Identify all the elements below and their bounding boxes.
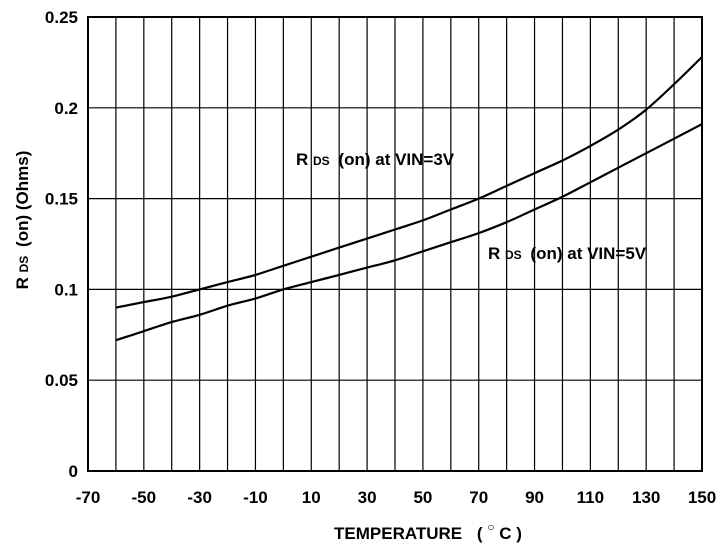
series-line-vin-3v (115, 56, 703, 309)
y-tick-labels: 0 0.05 0.1 0.15 0.2 0.25 (45, 8, 78, 481)
series-label-vin-5v-sub: DS (505, 248, 522, 262)
x-tick-label: 110 (577, 488, 604, 507)
y-tick-label: 0.2 (54, 99, 78, 118)
x-tick-label: 10 (302, 488, 321, 507)
series-label-vin-5v-rest: (on) at VIN=5V (530, 244, 646, 263)
x-tick-label: 70 (469, 488, 488, 507)
x-tick-label: 130 (632, 488, 660, 507)
y-axis-title-main: R (13, 277, 32, 289)
series-label-vin-5v-main: R (488, 244, 500, 263)
degree-symbol: ○ (487, 520, 494, 534)
y-axis-title: R DS (on) (Ohms) (13, 151, 32, 290)
series-line-vin-5v (115, 123, 703, 342)
x-tick-label: 150 (688, 488, 716, 507)
series-label-vin-3v: R DS (on) at VIN=3V (296, 150, 455, 169)
x-tick-label: -10 (243, 488, 268, 507)
x-axis-title-text: TEMPERATURE (334, 524, 462, 543)
plot-frame (87, 16, 703, 472)
series-label-vin-3v-sub: DS (313, 154, 330, 168)
y-tick-label: 0.25 (45, 8, 78, 27)
y-tick-label: 0.1 (54, 280, 78, 299)
series-label-vin-5v: R DS (on) at VIN=5V (488, 244, 647, 263)
x-tick-label: 50 (413, 488, 432, 507)
y-tick-label: 0.15 (45, 190, 78, 209)
x-axis-paren-open: ( (477, 524, 483, 543)
curves (115, 56, 703, 342)
x-axis-paren-close: ) (516, 524, 522, 543)
y-axis-title-rest: (on) (Ohms) (13, 151, 32, 247)
series-label-vin-3v-rest: (on) at VIN=3V (338, 150, 454, 169)
x-axis-unit: C (499, 524, 511, 543)
x-tick-label: 90 (525, 488, 544, 507)
x-axis-title: TEMPERATURE ( ○ C ) (334, 516, 522, 543)
y-tick-label: 0 (69, 462, 78, 481)
x-tick-labels: -70 -50 -30 -10 10 30 50 70 90 110 130 150 (76, 488, 716, 507)
x-tick-label: 30 (358, 488, 377, 507)
x-tick-label: -50 (132, 488, 157, 507)
y-tick-label: 0.05 (45, 371, 78, 390)
x-tick-label: -70 (76, 488, 101, 507)
x-tick-label: -30 (187, 488, 212, 507)
y-axis-title-sub: DS (17, 256, 31, 273)
series-label-vin-3v-main: R (296, 150, 308, 169)
